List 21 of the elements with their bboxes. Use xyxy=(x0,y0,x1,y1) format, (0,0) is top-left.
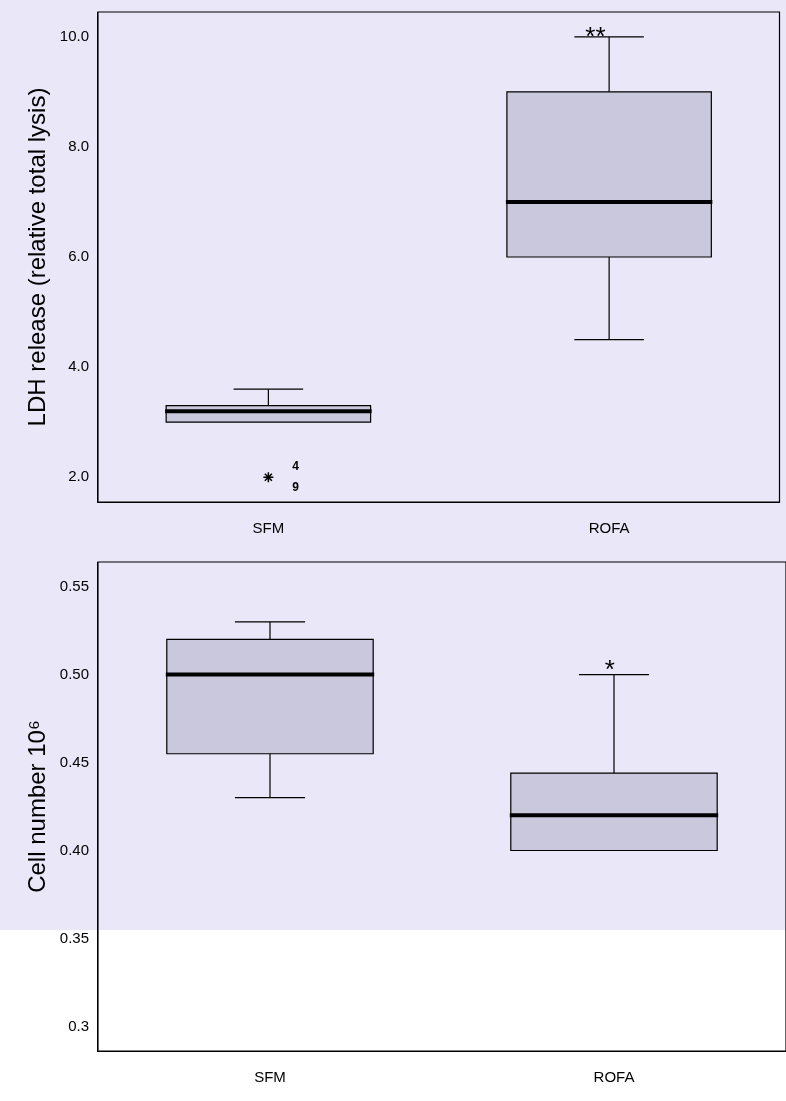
annotation: 4 xyxy=(292,458,300,473)
y-tick-label: 6.0 xyxy=(68,247,89,265)
annotation: * xyxy=(604,653,615,684)
x-tick-label: ROFA xyxy=(593,1068,635,1086)
y-axis-title: Cell number 10⁶ xyxy=(23,720,51,893)
annotation: ** xyxy=(585,20,606,51)
y-tick-label: 0.3 xyxy=(68,1016,89,1034)
y-tick-label: 0.50 xyxy=(59,664,89,682)
y-tick-label: 2.0 xyxy=(68,467,89,485)
y-tick-label: 8.0 xyxy=(68,137,89,155)
x-tick-label: ROFA xyxy=(588,519,630,537)
annotation: 9 xyxy=(292,479,300,494)
y-tick-label: 0.35 xyxy=(59,928,89,946)
x-tick-label: SFM xyxy=(254,1068,286,1086)
y-tick-label: 10.0 xyxy=(59,26,89,44)
y-tick-label: 0.45 xyxy=(59,752,89,770)
y-tick-label: 0.55 xyxy=(59,576,89,594)
x-tick-label: SFM xyxy=(252,519,285,537)
y-axis-title: LDH release (relative total lysis) xyxy=(23,87,51,427)
y-tick-label: 4.0 xyxy=(68,357,89,375)
y-tick-label: 0.40 xyxy=(59,840,89,858)
